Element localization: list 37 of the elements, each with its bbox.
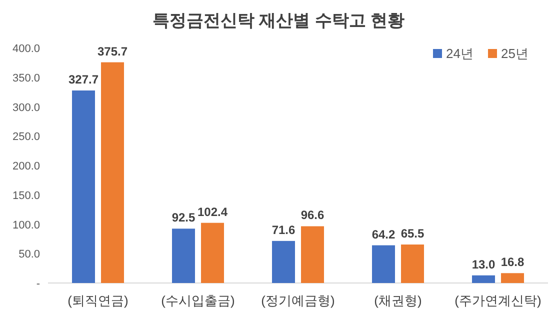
data-label: 327.7	[68, 72, 99, 86]
y-tick-label: 250.0	[12, 131, 40, 144]
x-tick-label: (주가연계신탁)	[454, 293, 542, 308]
data-label: 102.4	[197, 204, 228, 219]
bar	[401, 244, 424, 283]
y-tick-label: 300.0	[12, 102, 40, 114]
bar	[72, 90, 95, 283]
legend-label: 24년	[446, 46, 474, 61]
y-tick-label: 200.0	[12, 160, 40, 172]
data-label: 92.5	[172, 210, 196, 225]
bar	[272, 240, 295, 283]
chart-title: 특정금전신탁 재산별 수탁고 현황	[152, 11, 405, 30]
bar	[472, 275, 495, 283]
data-label: 16.8	[500, 255, 524, 270]
data-label: 13.0	[472, 257, 496, 272]
y-tick-label: 150.0	[12, 190, 40, 202]
bar	[372, 245, 395, 283]
bar	[301, 226, 324, 283]
data-label: 65.5	[400, 226, 424, 241]
x-tick-label: (수시입출금)	[161, 293, 235, 308]
data-label: 96.6	[300, 208, 324, 222]
y-tick-label: 100.0	[12, 219, 40, 232]
x-tick-label: (채권형)	[374, 293, 422, 308]
bar	[501, 273, 524, 283]
x-tick-label: (정기예금형)	[261, 293, 335, 308]
x-tick-label: (퇴직연금)	[68, 293, 128, 308]
bar	[172, 228, 195, 283]
y-tick-label: -	[36, 278, 40, 290]
data-label: 64.2	[372, 227, 396, 242]
legend-label: 25년	[501, 46, 528, 61]
y-tick-label: 400.0	[12, 43, 40, 55]
data-label: 71.6	[272, 222, 296, 237]
y-tick-label: 350.0	[12, 72, 40, 84]
bar	[101, 62, 124, 283]
y-tick-label: 50.0	[18, 248, 40, 261]
data-label: 375.7	[97, 44, 128, 58]
bar	[201, 222, 224, 283]
